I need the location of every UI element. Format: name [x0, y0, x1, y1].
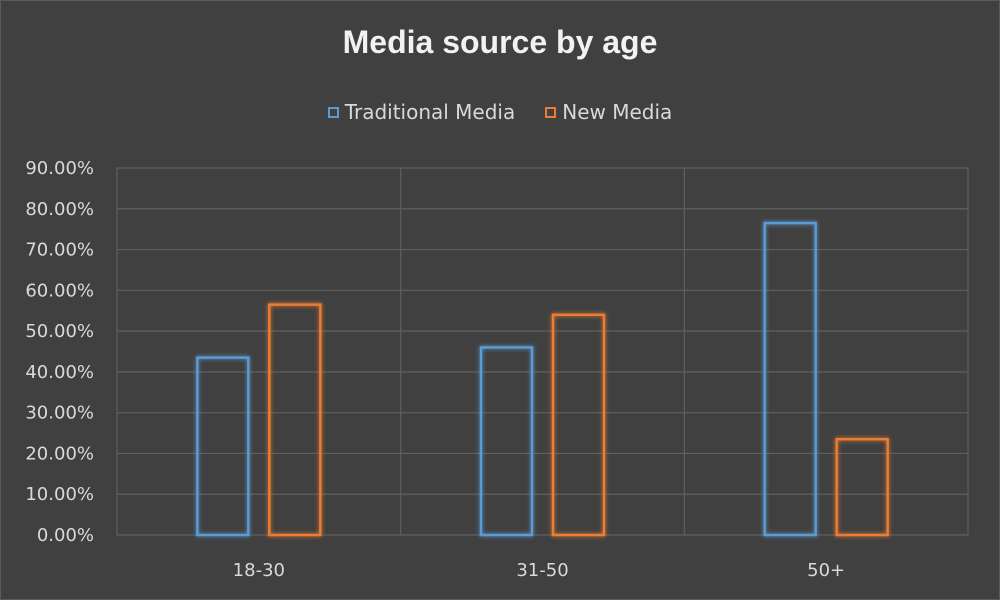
- bar-new-media-18-30: [268, 303, 322, 537]
- y-tick-label: 70.00%: [25, 240, 94, 261]
- x-tick-label: 50+: [807, 560, 845, 581]
- legend-entry-traditional-media: Traditional Media: [327, 100, 516, 124]
- bar-traditional-media-50+: [763, 221, 817, 537]
- y-tick-label: 0.00%: [37, 525, 94, 546]
- y-tick-label: 30.00%: [25, 403, 94, 424]
- bar-new-media-50+: [835, 437, 889, 537]
- y-axis: 0.00% 10.00% 20.00% 30.00% 40.00% 50.00% 60.00…: [25, 158, 94, 546]
- y-tick-label: 50.00%: [25, 321, 94, 342]
- gridlines: [116, 167, 969, 536]
- bar-traditional-media-18-30: [196, 356, 250, 537]
- y-tick-label: 10.00%: [25, 484, 94, 505]
- chart-title: Media source by age: [342, 24, 658, 60]
- legend-swatch-new-media: [545, 106, 557, 118]
- legend: Traditional Media New Media: [0, 100, 1000, 124]
- y-tick-label: 20.00%: [25, 443, 94, 464]
- y-tick-label: 90.00%: [25, 158, 94, 179]
- legend-swatch-traditional-media: [327, 106, 339, 118]
- y-tick-label: 80.00%: [25, 199, 94, 220]
- x-tick-label: 31-50: [516, 560, 568, 581]
- bars: [196, 221, 889, 537]
- y-tick-label: 40.00%: [25, 362, 94, 383]
- legend-label-new-media: New Media: [562, 100, 673, 124]
- bar-traditional-media-31-50: [479, 346, 534, 537]
- x-axis: 18-30 31-50 50+: [233, 560, 845, 581]
- legend-entry-new-media: New Media: [545, 100, 672, 124]
- legend-label-traditional-media: Traditional Media: [344, 100, 516, 124]
- bar-new-media-31-50: [551, 313, 606, 537]
- y-tick-label: 60.00%: [25, 280, 94, 301]
- x-tick-label: 18-30: [233, 560, 285, 581]
